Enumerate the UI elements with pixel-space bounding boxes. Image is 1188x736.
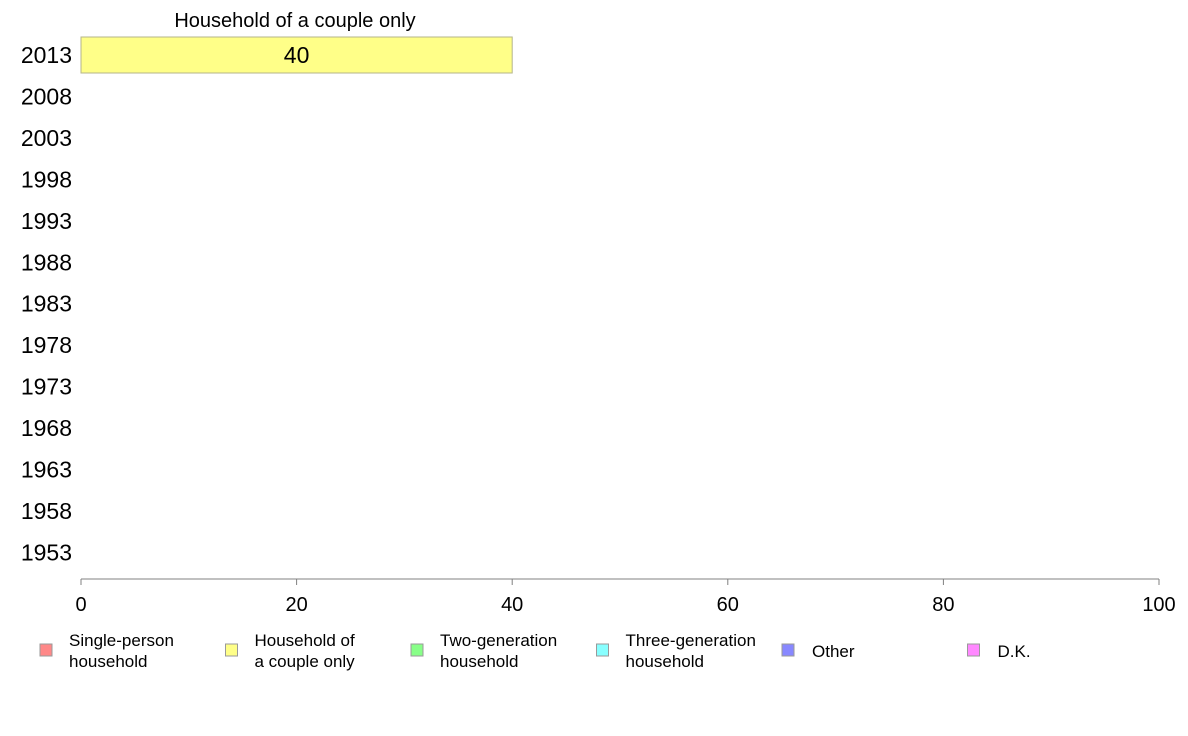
legend-label: a couple only: [255, 652, 356, 671]
x-axis: 0 20 40 60 80 100: [75, 578, 1176, 616]
category-label: 1978: [21, 332, 72, 358]
legend-label: household: [440, 652, 518, 671]
category-label: 1968: [21, 415, 72, 441]
x-tick-label: 100: [1142, 594, 1175, 616]
legend-swatch-icon: [967, 643, 980, 657]
category-label: 1998: [21, 166, 72, 192]
legend-label: Single-person: [69, 631, 174, 650]
x-tick-label: 40: [501, 594, 523, 616]
category-label: 2008: [21, 83, 72, 109]
legend: Single-person household Household of a coup…: [39, 631, 1031, 671]
legend-swatch-icon: [225, 643, 238, 657]
category-label: 2003: [21, 125, 72, 151]
legend-label: household: [69, 652, 147, 671]
category-label: 1958: [21, 498, 72, 524]
category-label: 1988: [21, 249, 72, 275]
legend-label: Household of: [255, 631, 355, 650]
category-label: 1993: [21, 208, 72, 234]
legend-swatch-icon: [781, 643, 795, 657]
category-label: 2013: [21, 42, 72, 68]
legend-swatch-icon: [410, 643, 424, 657]
category-label: 1973: [21, 374, 72, 400]
bar: [80, 36, 513, 74]
legend-swatch-icon: [39, 643, 53, 657]
category-label: 1983: [21, 291, 72, 317]
legend-label: Other: [812, 642, 855, 661]
category-labels: 2013 2008 2003 1998 1993 1988 1983 1978 1973 1968…: [21, 42, 72, 565]
x-tick-label: 0: [75, 594, 86, 616]
legend-label: Three-generation: [626, 631, 756, 650]
chart-title: Household of a couple only: [174, 10, 415, 32]
legend-swatch-icon: [596, 643, 609, 657]
legend-label: Two-generation: [440, 631, 557, 650]
x-tick-label: 60: [717, 594, 739, 616]
x-tick-label: 80: [932, 594, 954, 616]
legend-label: D.K.: [998, 642, 1031, 661]
category-label: 1963: [21, 457, 72, 483]
legend-label: household: [626, 652, 704, 671]
bars-group: 40: [80, 36, 513, 74]
x-tick-label: 20: [285, 594, 307, 616]
category-label: 1953: [21, 539, 72, 565]
bar-value-label: 40: [284, 42, 310, 68]
